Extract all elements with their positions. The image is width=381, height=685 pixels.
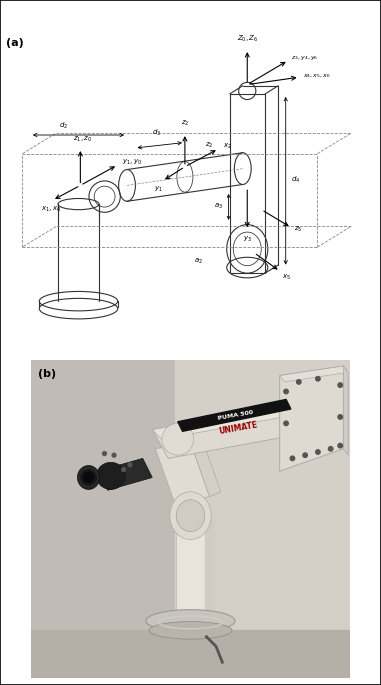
Text: $x_1, x_0$: $x_1, x_0$: [41, 205, 61, 214]
Text: $d_4$: $d_4$: [291, 175, 300, 185]
Circle shape: [122, 468, 125, 471]
Circle shape: [328, 447, 333, 451]
Text: $d_2$: $d_2$: [59, 121, 68, 131]
Ellipse shape: [162, 423, 194, 456]
Ellipse shape: [146, 610, 235, 632]
Text: $y_1$: $y_1$: [154, 185, 163, 194]
Ellipse shape: [176, 500, 205, 532]
Polygon shape: [178, 399, 291, 432]
Text: $a_2$: $a_2$: [194, 256, 202, 266]
Text: $z_3, y_4, y_6$: $z_3, y_4, y_6$: [291, 55, 319, 62]
Circle shape: [338, 383, 343, 387]
Text: $y_3$: $y_3$: [243, 235, 252, 245]
Text: (b): (b): [38, 369, 56, 379]
Text: $x_4, x_5, x_6$: $x_4, x_5, x_6$: [303, 73, 330, 80]
Text: $z_1, z_0$: $z_1, z_0$: [73, 134, 92, 144]
Polygon shape: [190, 438, 221, 497]
Circle shape: [102, 451, 106, 456]
Polygon shape: [31, 630, 350, 678]
Polygon shape: [205, 519, 215, 621]
Circle shape: [112, 453, 116, 457]
Text: $x_2$: $x_2$: [223, 142, 232, 151]
Circle shape: [296, 379, 301, 384]
Text: $z_2$: $z_2$: [181, 119, 189, 127]
Polygon shape: [152, 401, 318, 439]
Circle shape: [338, 414, 343, 419]
Text: $y_1, y_0$: $y_1, y_0$: [122, 158, 142, 167]
Text: $z_2$: $z_2$: [205, 140, 213, 150]
Circle shape: [290, 456, 295, 460]
Polygon shape: [343, 366, 348, 456]
Circle shape: [128, 463, 132, 466]
Polygon shape: [280, 366, 343, 471]
Circle shape: [284, 421, 288, 425]
Polygon shape: [155, 443, 210, 503]
Text: $x_5$: $x_5$: [282, 273, 291, 282]
Polygon shape: [31, 360, 174, 678]
Polygon shape: [98, 458, 152, 490]
Text: $Z_0, Z_6$: $Z_0, Z_6$: [237, 34, 258, 45]
Circle shape: [316, 450, 320, 454]
Polygon shape: [174, 360, 350, 678]
Text: PUMA 500: PUMA 500: [217, 410, 253, 421]
Text: $d_3$: $d_3$: [152, 128, 162, 138]
Circle shape: [80, 469, 98, 486]
Polygon shape: [280, 366, 348, 382]
Circle shape: [83, 473, 94, 482]
Text: $z_5$: $z_5$: [294, 225, 303, 234]
Polygon shape: [152, 401, 324, 458]
Text: $a_3$: $a_3$: [215, 202, 223, 211]
Text: UNIMATE: UNIMATE: [218, 421, 258, 436]
Circle shape: [316, 377, 320, 381]
Ellipse shape: [96, 462, 125, 489]
Polygon shape: [176, 519, 205, 621]
Circle shape: [284, 389, 288, 394]
Circle shape: [338, 443, 343, 448]
Ellipse shape: [149, 621, 232, 639]
Ellipse shape: [77, 466, 100, 489]
Circle shape: [303, 453, 307, 458]
Ellipse shape: [170, 492, 211, 540]
Text: (a): (a): [6, 38, 23, 48]
